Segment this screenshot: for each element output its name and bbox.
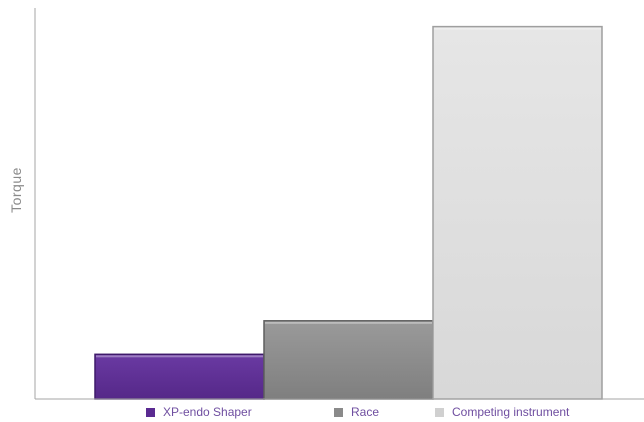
bars-group xyxy=(94,25,603,400)
bar-highlight xyxy=(265,321,432,324)
legend-label-race: Race xyxy=(351,405,380,419)
legend-item-race: Race xyxy=(334,405,379,419)
bar-race xyxy=(263,320,434,400)
legend-swatch-xp-endo-shaper xyxy=(146,407,155,417)
legend-label-competing-instrument: Competing instrument xyxy=(452,405,570,419)
legend-item-xp-endo-shaper: XP-endo Shaper xyxy=(146,405,252,419)
bar-xp-endo-shaper xyxy=(94,353,265,400)
legend-swatch-competing-instrument xyxy=(435,407,444,417)
bar-highlight xyxy=(434,27,601,30)
bar-competing-instrument xyxy=(432,25,603,400)
bar-highlight xyxy=(96,355,263,358)
legend: XP-endo Shaper Race Competing instrument xyxy=(0,405,644,421)
legend-item-competing-instrument: Competing instrument xyxy=(435,405,569,419)
y-axis-label: Torque xyxy=(8,167,24,213)
legend-swatch-race xyxy=(334,407,343,417)
legend-label-xp-endo-shaper: XP-endo Shaper xyxy=(163,405,252,419)
